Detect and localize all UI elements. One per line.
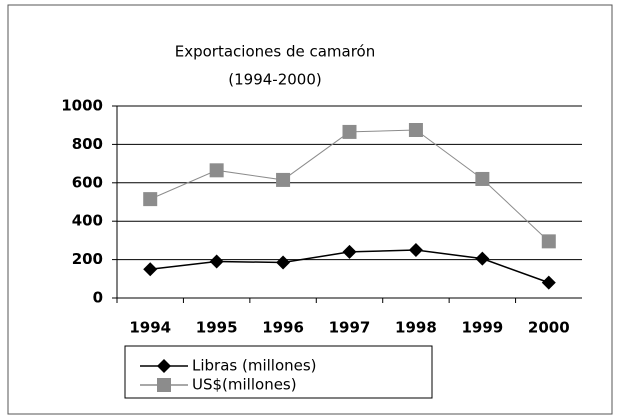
chart-subtitle: (1994-2000) — [228, 71, 321, 89]
x-tick-label: 1997 — [329, 319, 371, 337]
x-tick-label: 1994 — [129, 319, 171, 337]
y-tick-label: 0 — [93, 289, 103, 307]
x-tick-label: 1999 — [461, 319, 503, 337]
marker — [541, 234, 556, 249]
marker — [209, 254, 224, 269]
legend-label: US$(millones) — [192, 376, 297, 394]
marker — [157, 359, 171, 373]
marker — [209, 163, 224, 178]
x-tick-label: 1998 — [395, 319, 437, 337]
x-tick-label: 2000 — [528, 319, 570, 337]
y-tick-label: 200 — [72, 250, 103, 268]
marker — [157, 378, 171, 392]
x-tick-label: 1995 — [196, 319, 238, 337]
marker — [342, 124, 357, 139]
legend-label: Libras (millones) — [192, 357, 317, 375]
legend-box — [124, 345, 433, 399]
marker — [475, 171, 490, 186]
y-tick-label: 1000 — [61, 97, 103, 115]
marker — [408, 123, 423, 137]
marker — [276, 172, 291, 187]
marker — [276, 255, 291, 270]
x-tick-label: 1996 — [262, 319, 304, 337]
marker — [541, 275, 556, 290]
marker — [143, 192, 158, 207]
y-tick-label: 600 — [72, 173, 103, 191]
marker — [408, 243, 423, 257]
chart-title: Exportaciones de camarón — [175, 43, 376, 61]
marker — [342, 244, 357, 259]
marker — [143, 262, 158, 277]
y-tick-label: 800 — [72, 135, 103, 153]
marker — [475, 251, 490, 266]
y-tick-label: 400 — [72, 212, 103, 230]
